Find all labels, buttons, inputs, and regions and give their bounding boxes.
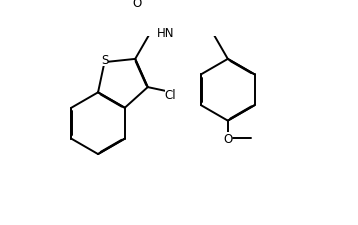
Text: O: O — [132, 0, 141, 10]
Text: O: O — [223, 132, 232, 145]
Text: S: S — [101, 54, 108, 67]
Text: Cl: Cl — [165, 89, 176, 102]
Text: HN: HN — [157, 27, 175, 39]
